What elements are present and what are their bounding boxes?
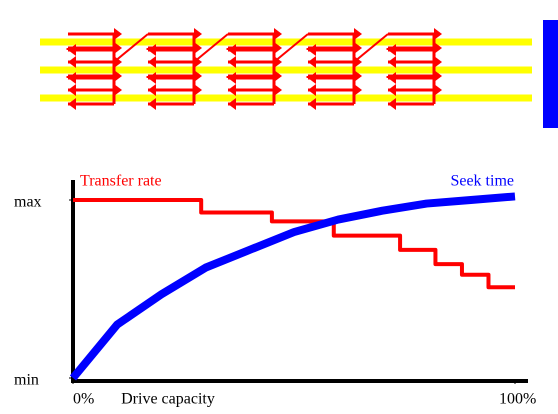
arrow-head — [274, 56, 282, 68]
arrow-head — [148, 98, 156, 110]
arrow-head — [434, 84, 442, 96]
arrow-head — [354, 28, 362, 40]
arrow-head — [228, 98, 236, 110]
y-tick-label: max — [14, 194, 42, 211]
arrow-head — [274, 42, 282, 54]
arrow-head — [148, 44, 156, 56]
x-tick-label: 0% — [73, 391, 94, 408]
x-tick-label: 100% — [499, 391, 536, 408]
arrow-head — [388, 72, 396, 84]
arrow-head — [388, 98, 396, 110]
series-line — [69, 192, 516, 381]
arrow-head — [114, 56, 122, 68]
arrow-head — [308, 72, 316, 84]
arrow-head — [434, 42, 442, 54]
arrow-head — [274, 84, 282, 96]
arrow-head — [228, 44, 236, 56]
x-axis-label: Drive capacity — [121, 391, 215, 408]
arrow-head — [434, 70, 442, 82]
arrow-head — [354, 84, 362, 96]
arrow-head — [354, 42, 362, 54]
link — [193, 33, 229, 63]
head-bar — [543, 20, 558, 128]
arrow-head — [114, 84, 122, 96]
series-line — [73, 198, 515, 290]
arrow-head — [228, 72, 236, 84]
arrow-head — [194, 28, 202, 40]
arrow-head — [194, 70, 202, 82]
arrow-head — [194, 84, 202, 96]
arrow-head — [114, 70, 122, 82]
disk-tracks-illustration — [40, 20, 558, 128]
arrow-head — [434, 28, 442, 40]
arrow-head — [274, 70, 282, 82]
arrow-head — [68, 72, 76, 84]
arrow-head — [114, 28, 122, 40]
arrow-head — [194, 56, 202, 68]
y-tick-label: min — [14, 372, 39, 389]
arrow-head — [68, 98, 76, 110]
legend-label: Transfer rate — [80, 173, 162, 190]
arrow-head — [274, 28, 282, 40]
arrow-head — [114, 42, 122, 54]
arrow-head — [308, 44, 316, 56]
link — [353, 33, 389, 63]
link — [113, 33, 149, 63]
arrow-head — [194, 42, 202, 54]
arrow-head — [388, 44, 396, 56]
arrow-head — [354, 70, 362, 82]
arrow-head — [148, 72, 156, 84]
arrow-head — [354, 56, 362, 68]
arrow-head — [308, 98, 316, 110]
arrow-head — [68, 44, 76, 56]
link — [273, 33, 309, 63]
arrow-head — [434, 56, 442, 68]
legend-label: Seek time — [450, 173, 514, 190]
